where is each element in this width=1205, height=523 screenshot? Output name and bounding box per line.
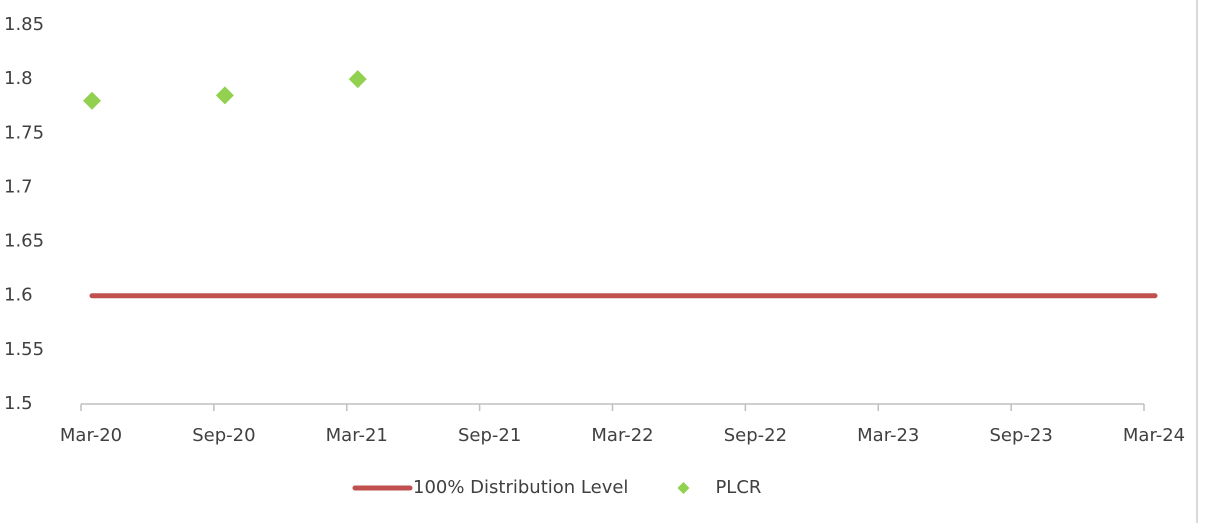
x-tick-label: Mar-24: [1123, 425, 1185, 446]
x-tick-label: Sep-23: [989, 425, 1052, 446]
y-tick-label: 1.75: [4, 122, 44, 143]
x-tick-label: Mar-21: [326, 425, 388, 446]
y-tick-label: 1.6: [4, 285, 33, 306]
series-marker: [83, 91, 101, 110]
y-tick-label: 1.5: [4, 393, 33, 414]
legend-label: PLCR: [715, 477, 761, 498]
y-tick-label: 1.85: [4, 14, 44, 35]
x-tick-label: Sep-22: [724, 425, 787, 446]
y-tick-label: 1.65: [4, 231, 44, 252]
x-tick-label: Sep-20: [192, 425, 255, 446]
x-tick-label: Mar-23: [857, 425, 919, 446]
legend-label: 100% Distribution Level: [413, 477, 628, 498]
y-tick-label: 1.8: [4, 68, 33, 89]
x-tick-label: Sep-21: [458, 425, 521, 446]
legend-swatch: [677, 482, 690, 494]
series-marker: [348, 70, 367, 89]
x-tick-label: Mar-20: [60, 425, 122, 446]
x-tick-label: Mar-22: [591, 425, 653, 446]
y-tick-label: 1.55: [4, 339, 44, 360]
y-tick-label: 1.7: [4, 176, 33, 197]
series-marker: [215, 86, 234, 105]
